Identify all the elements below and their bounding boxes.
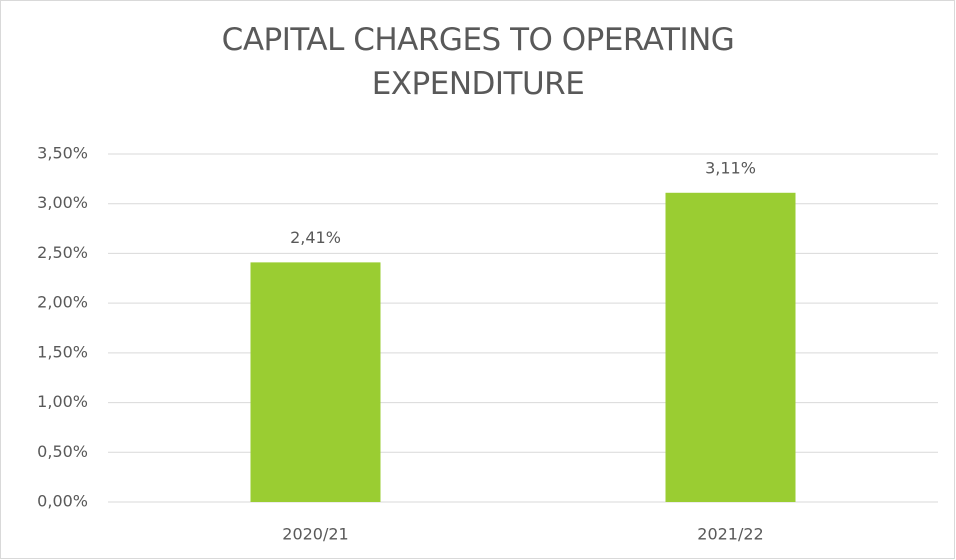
x-tick-label: 2020/21 (282, 525, 348, 544)
data-label: 3,11% (705, 158, 756, 177)
y-tick-label: 1,50% (37, 342, 88, 361)
y-tick-label: 0,50% (37, 442, 88, 461)
x-tick-label: 2021/22 (697, 525, 763, 544)
y-tick-label: 3,50% (37, 144, 88, 163)
y-tick-label: 0,00% (37, 492, 88, 511)
bar (250, 262, 381, 502)
y-tick-label: 1,00% (37, 392, 88, 411)
y-tick-label: 2,50% (37, 243, 88, 262)
y-tick-label: 2,00% (37, 293, 88, 312)
data-label: 2,41% (290, 228, 341, 247)
chart-title: CAPITAL CHARGES TO OPERATING EXPENDITURE (221, 22, 735, 102)
bar (665, 192, 796, 502)
y-tick-label: 3,00% (37, 193, 88, 212)
